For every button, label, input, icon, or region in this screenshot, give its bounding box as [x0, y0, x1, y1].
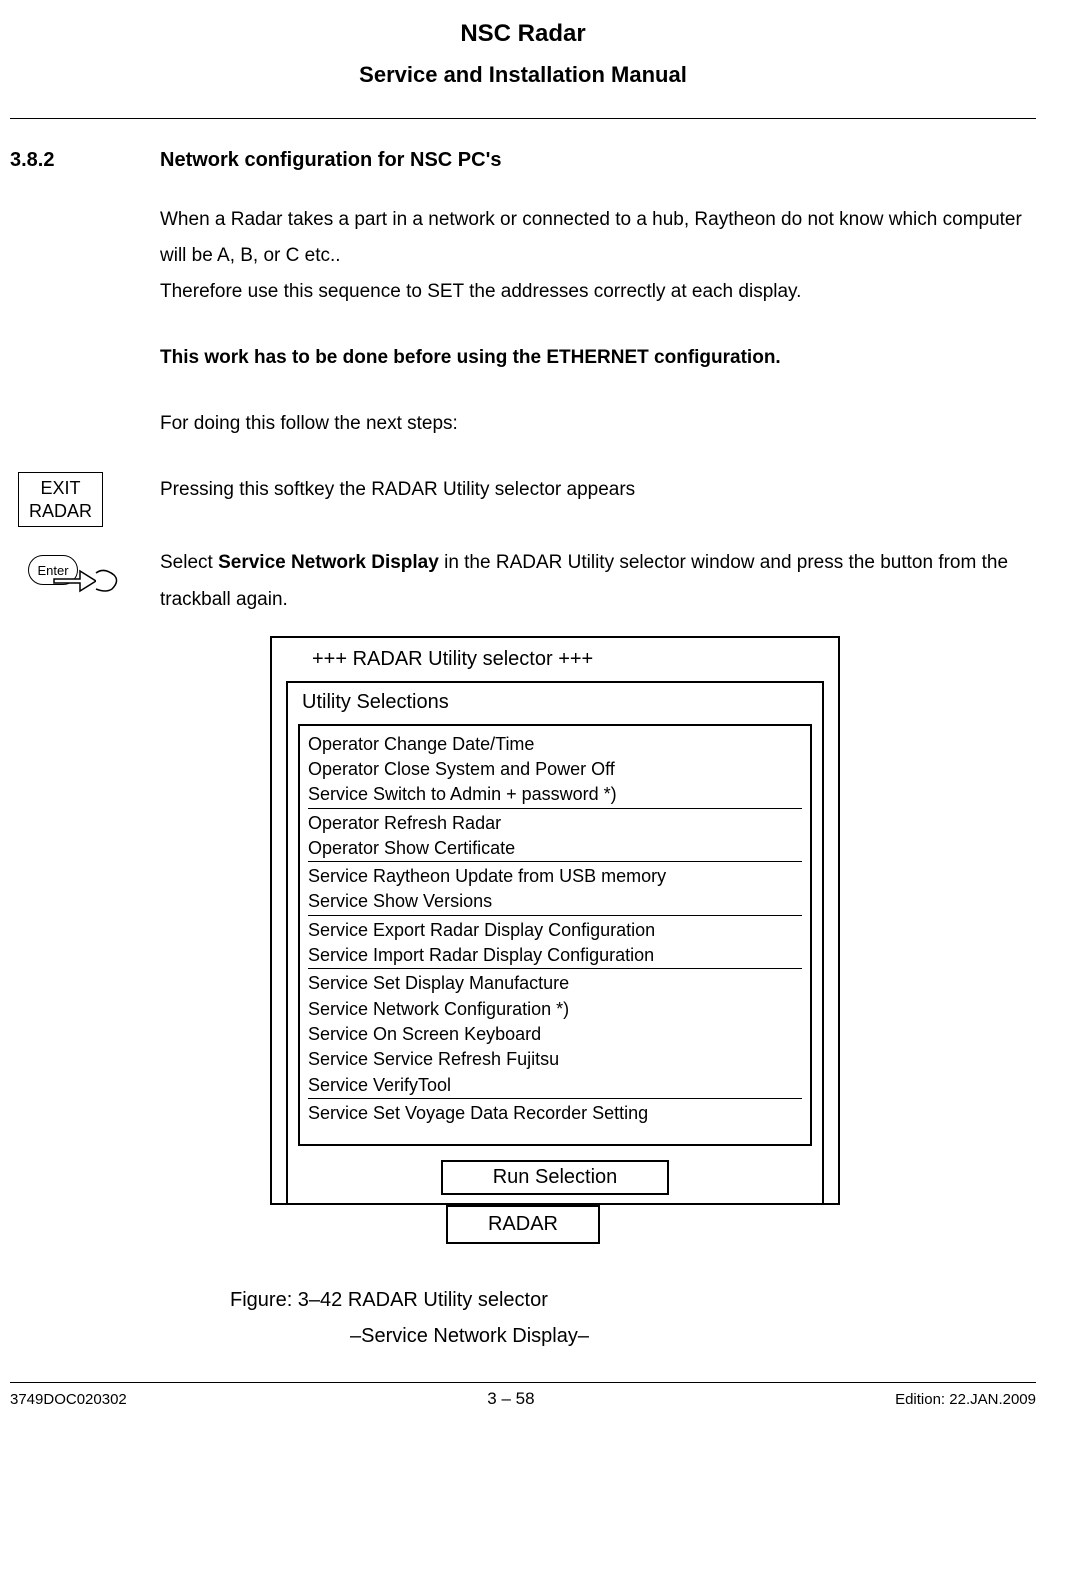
doc-subtitle: Service and Installation Manual	[10, 62, 1036, 88]
paragraph-emphasis: This work has to be done before using th…	[160, 340, 1036, 376]
list-divider	[308, 915, 802, 916]
radar-utility-selector-window: +++ RADAR Utility selector +++ Utility S…	[270, 636, 840, 1205]
list-divider	[308, 808, 802, 809]
doc-title: NSC Radar	[10, 20, 1036, 48]
section-number: 3.8.2	[10, 149, 160, 172]
list-divider	[308, 1098, 802, 1099]
rule-top	[10, 118, 1036, 119]
pointing-hand-icon	[52, 559, 122, 595]
list-divider	[308, 968, 802, 969]
enter-caption: Select Service Network Display in the RA…	[160, 545, 1036, 617]
list-item[interactable]: Service Set Display Manufacture	[308, 971, 802, 996]
list-item[interactable]: Service Export Radar Display Configurati…	[308, 918, 802, 943]
caption-bold: Service Network Display	[218, 552, 439, 573]
softkey-exit-radar[interactable]: EXIT RADAR	[18, 472, 103, 527]
list-item[interactable]: Service Switch to Admin + password *)	[308, 782, 802, 807]
footer-page-number: 3 – 58	[487, 1389, 534, 1409]
softkey-line: EXIT	[41, 478, 81, 498]
selector-listbox[interactable]: Operator Change Date/TimeOperator Close …	[298, 724, 812, 1146]
figure-caption-line: –Service Network Display–	[230, 1318, 1036, 1354]
list-divider	[308, 861, 802, 862]
run-selection-button[interactable]: Run Selection	[441, 1160, 670, 1195]
paragraph-text: When a Radar takes a part in a network o…	[160, 209, 1022, 266]
list-item[interactable]: Service Network Configuration *)	[308, 997, 802, 1022]
footer-doc-id: 3749DOC020302	[10, 1391, 127, 1408]
list-item[interactable]: Service Import Radar Display Configurati…	[308, 943, 802, 968]
radar-back-button[interactable]: RADAR	[446, 1205, 600, 1244]
figure-caption-line: Figure: 3–42 RADAR Utility selector	[230, 1282, 1036, 1318]
list-item[interactable]: Service VerifyTool	[308, 1073, 802, 1098]
selector-subtitle: Utility Selections	[298, 689, 812, 724]
softkey-line: RADAR	[29, 501, 92, 521]
footer-edition: Edition: 22.JAN.2009	[895, 1391, 1036, 1408]
list-item[interactable]: Operator Refresh Radar	[308, 811, 802, 836]
softkey-caption: Pressing this softkey the RADAR Utility …	[160, 472, 1036, 508]
list-item[interactable]: Operator Close System and Power Off	[308, 757, 802, 782]
paragraph-text: For doing this follow the next steps:	[160, 406, 1036, 442]
list-item[interactable]: Operator Change Date/Time	[308, 732, 802, 757]
selector-title: +++ RADAR Utility selector +++	[284, 644, 826, 681]
list-item[interactable]: Service Service Refresh Fujitsu	[308, 1047, 802, 1072]
list-item[interactable]: Service Raytheon Update from USB memory	[308, 864, 802, 889]
caption-text: Select	[160, 552, 218, 573]
list-item[interactable]: Operator Show Certificate	[308, 836, 802, 861]
enter-button-graphic: Enter	[18, 545, 118, 595]
list-item[interactable]: Service Show Versions	[308, 889, 802, 914]
list-item[interactable]: Service On Screen Keyboard	[308, 1022, 802, 1047]
section-title: Network configuration for NSC PC's	[160, 149, 501, 172]
paragraph-text: Therefore use this sequence to SET the a…	[160, 281, 801, 302]
list-item[interactable]: Service Set Voyage Data Recorder Setting	[308, 1101, 802, 1126]
rule-bottom	[10, 1382, 1036, 1383]
